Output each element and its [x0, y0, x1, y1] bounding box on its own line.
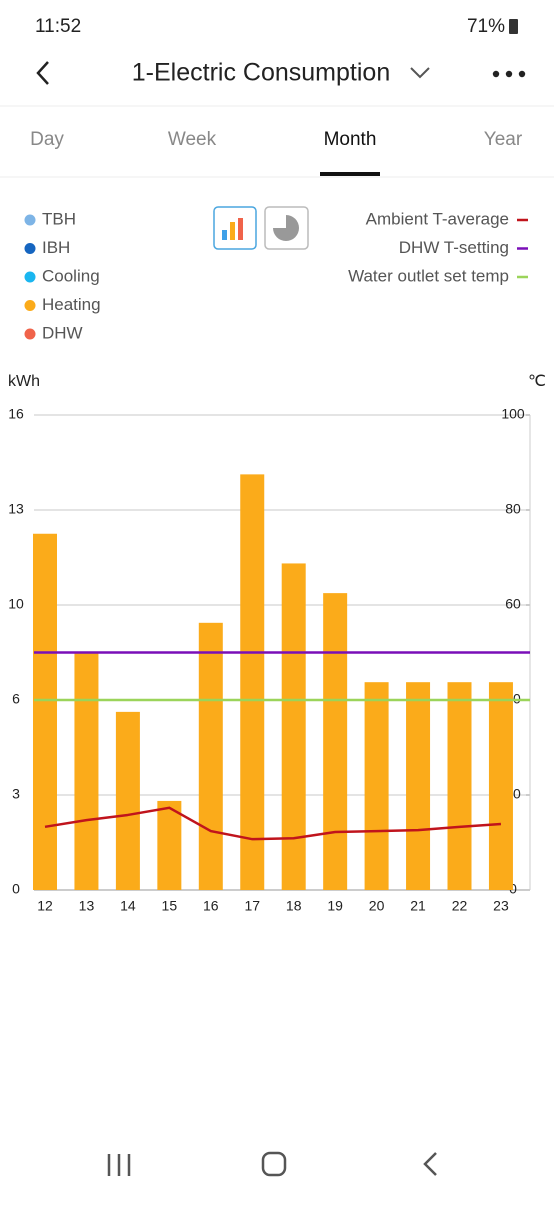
tab[interactable]: Day: [30, 129, 64, 150]
nav-bar: [107, 1151, 437, 1177]
status-time: 11:52: [35, 16, 81, 37]
bar: [406, 682, 431, 890]
legend-marker: [24, 214, 36, 226]
legend-marker: [24, 271, 36, 283]
bar-icon: [222, 218, 243, 240]
recents-button[interactable]: [107, 1154, 131, 1176]
x-tick-label: 19: [327, 898, 343, 914]
x-tick-label: 16: [203, 898, 219, 914]
bar: [115, 711, 140, 890]
y2-tick-label: 0: [509, 881, 517, 897]
y2-tick-label: 60: [505, 596, 521, 612]
bar: [447, 682, 472, 890]
bar: [240, 474, 265, 890]
y-tick-label: 0: [12, 881, 20, 897]
pie-icon: [273, 215, 299, 241]
x-tick-label: 15: [162, 898, 178, 914]
legend-label: Heating: [42, 295, 101, 314]
header-title[interactable]: 1-Electric Consumption: [132, 59, 390, 87]
bar: [198, 622, 223, 890]
x-tick-label: 22: [452, 898, 468, 914]
more-button[interactable]: [492, 70, 526, 78]
bar: [157, 800, 182, 890]
bar: [74, 652, 99, 890]
tab[interactable]: Year: [484, 129, 523, 150]
y-tick-label: 6: [12, 691, 20, 707]
bar: [323, 593, 348, 890]
x-tick-label: 12: [37, 898, 53, 914]
bar: [488, 682, 513, 890]
x-tick-label: 20: [369, 898, 385, 914]
y-tick-label: 13: [8, 501, 24, 517]
legend-marker: [24, 328, 36, 340]
legend-marker: [24, 243, 36, 254]
dropdown-icon[interactable]: [410, 67, 430, 79]
legend-marker: [24, 300, 36, 311]
x-tick-label: 14: [120, 898, 136, 914]
legend-label: TBH: [42, 209, 76, 228]
home-button[interactable]: [261, 1151, 287, 1177]
legend-label: DHW T-setting: [399, 238, 509, 257]
bar: [364, 682, 389, 890]
line: [44, 806, 502, 841]
legend-label: Cooling: [42, 266, 100, 285]
y-tick-label: 16: [8, 406, 24, 422]
legend-label: Ambient T-average: [366, 209, 509, 228]
bar: [33, 533, 57, 890]
y2-axis-title: ℃: [528, 373, 546, 390]
x-tick-label: 17: [244, 898, 260, 914]
x-tick-label: 13: [79, 898, 95, 914]
tab-indicator: [320, 172, 380, 176]
legend-label: DHW: [42, 323, 83, 342]
y2-tick-label: 100: [501, 406, 525, 422]
tab[interactable]: Month: [324, 129, 377, 150]
legend-label: Water outlet set temp: [348, 266, 509, 285]
back-button[interactable]: [36, 61, 49, 85]
y2-tick-label: 80: [505, 501, 521, 517]
back-nav-button[interactable]: [423, 1152, 437, 1176]
y-tick-label: 3: [12, 786, 20, 802]
tab[interactable]: Week: [168, 129, 217, 150]
legend-label: IBH: [42, 238, 70, 257]
x-tick-label: 21: [410, 898, 426, 914]
status-battery: 71%: [467, 16, 505, 37]
battery-icon: [509, 19, 518, 34]
bar: [281, 563, 306, 890]
x-tick-label: 18: [286, 898, 302, 914]
y-axis-title: kWh: [8, 373, 40, 390]
y-tick-label: 10: [8, 596, 24, 612]
x-tick-label: 23: [493, 898, 509, 914]
